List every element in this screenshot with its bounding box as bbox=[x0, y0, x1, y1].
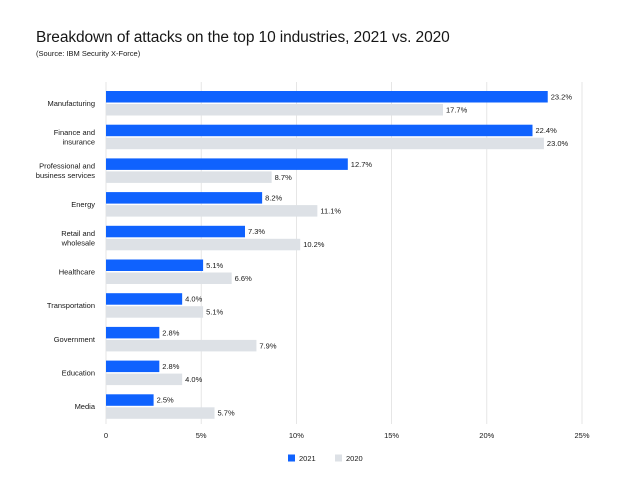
data-label: 10.2% bbox=[303, 240, 325, 249]
x-tick-label: 25% bbox=[574, 431, 589, 440]
data-label: 2.8% bbox=[162, 328, 179, 337]
bar-2020 bbox=[106, 205, 318, 217]
category-label: Education bbox=[62, 368, 95, 377]
category-label: Transportation bbox=[47, 301, 95, 310]
category-label: Finance and insurance bbox=[54, 128, 95, 147]
bar-2020 bbox=[106, 339, 257, 352]
data-label: 8.7% bbox=[275, 173, 292, 182]
bar-2021 bbox=[106, 192, 263, 204]
data-label: 17.7% bbox=[446, 105, 468, 114]
labels: 0 5% 10% 15% 20% 25% 23.2% 17.7% Manufacturing 22… bbox=[36, 92, 590, 440]
legend-label-2021: 2021 bbox=[299, 454, 316, 463]
data-label: 5.7% bbox=[218, 409, 235, 418]
category-label: Government bbox=[54, 335, 96, 344]
bar-2021 bbox=[106, 293, 183, 305]
bars bbox=[106, 91, 548, 419]
data-label: 12.7% bbox=[351, 160, 373, 169]
data-label: 23.0% bbox=[547, 139, 569, 148]
data-label: 7.9% bbox=[259, 341, 276, 350]
data-label: 23.2% bbox=[551, 92, 573, 101]
bar-2020 bbox=[106, 238, 301, 251]
legend-label-2020: 2020 bbox=[346, 454, 363, 463]
data-label: 5.1% bbox=[206, 308, 223, 317]
bar-2020 bbox=[106, 272, 232, 284]
category-label: Healthcare bbox=[59, 267, 95, 276]
data-label: 22.4% bbox=[535, 126, 557, 135]
category-label: Energy bbox=[71, 200, 95, 209]
data-label: 4.0% bbox=[185, 375, 202, 384]
chart-subtitle: (Source: IBM Security X-Force) bbox=[36, 49, 141, 58]
bar-2020 bbox=[106, 137, 544, 150]
legend-swatch-2020 bbox=[335, 454, 342, 462]
category-label: Retail and wholesale bbox=[61, 229, 95, 248]
bar-2020 bbox=[106, 306, 204, 318]
bar-2021 bbox=[106, 326, 160, 339]
bar-2020 bbox=[106, 407, 215, 419]
bar-2021 bbox=[106, 91, 548, 103]
data-label: 8.2% bbox=[265, 193, 282, 202]
chart-title: Breakdown of attacks on the top 10 indus… bbox=[36, 29, 450, 46]
category-label: Media bbox=[75, 402, 96, 411]
x-tick-label: 0 bbox=[104, 431, 108, 440]
bar-2021 bbox=[106, 158, 348, 170]
legend-swatch-2021 bbox=[288, 454, 295, 462]
category-label: Professional and business services bbox=[36, 162, 95, 181]
x-tick-label: 5% bbox=[196, 431, 207, 440]
data-label: 4.0% bbox=[185, 295, 202, 304]
legend: 2021 2020 bbox=[288, 454, 363, 463]
x-tick-label: 15% bbox=[384, 431, 399, 440]
bar-2021 bbox=[106, 225, 245, 238]
x-tick-label: 20% bbox=[479, 431, 494, 440]
data-label: 2.8% bbox=[162, 362, 179, 371]
bar-2020 bbox=[106, 104, 444, 116]
data-label: 2.5% bbox=[157, 396, 174, 405]
x-tick-label: 10% bbox=[289, 431, 304, 440]
bar-2021 bbox=[106, 259, 204, 271]
data-label: 6.6% bbox=[235, 274, 252, 283]
data-label: 7.3% bbox=[248, 227, 265, 236]
bar-2021 bbox=[106, 394, 154, 406]
bar-2020 bbox=[106, 171, 272, 183]
bar-2020 bbox=[106, 373, 183, 386]
category-label: Manufacturing bbox=[47, 99, 95, 108]
bar-2021 bbox=[106, 360, 160, 373]
data-label: 11.1% bbox=[320, 206, 341, 215]
bar-2021 bbox=[106, 124, 533, 137]
data-label: 5.1% bbox=[206, 261, 223, 270]
